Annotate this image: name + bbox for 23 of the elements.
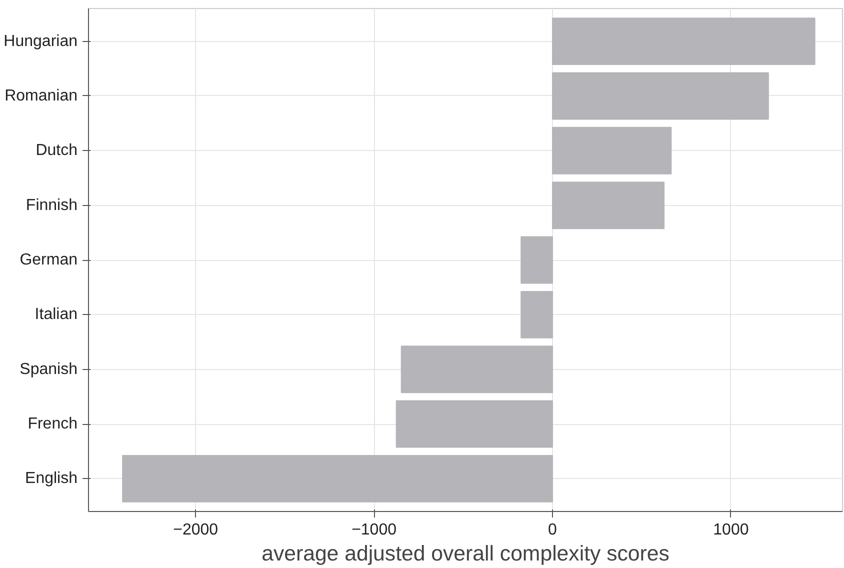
x-tick-label: −2000: [173, 522, 218, 538]
x-axis-title: average adjusted overall complexity scores: [262, 542, 670, 566]
y-tick-label: German: [20, 252, 78, 268]
y-tick-label: French: [28, 416, 78, 433]
x-tick-label: 0: [548, 522, 558, 538]
y-tick-label: Hungarian: [4, 32, 78, 50]
x-tick-label: 1000: [713, 522, 749, 538]
y-tick-label: Spanish: [20, 360, 78, 378]
bar: [396, 400, 553, 448]
y-tick-label: English: [25, 470, 78, 488]
bar: [552, 126, 672, 174]
y-tick-label: Finnish: [26, 196, 78, 214]
bar: [552, 182, 665, 230]
bar: [552, 72, 769, 120]
x-tick-label: −1000: [352, 522, 397, 538]
bar: [520, 290, 553, 338]
bar: [552, 18, 816, 66]
bar: [520, 236, 553, 284]
bar: [400, 346, 553, 394]
y-tick-label: Romanian: [4, 87, 78, 104]
y-tick-label: Italian: [34, 306, 78, 324]
bar: [122, 454, 553, 502]
y-tick-label: Dutch: [36, 142, 78, 160]
